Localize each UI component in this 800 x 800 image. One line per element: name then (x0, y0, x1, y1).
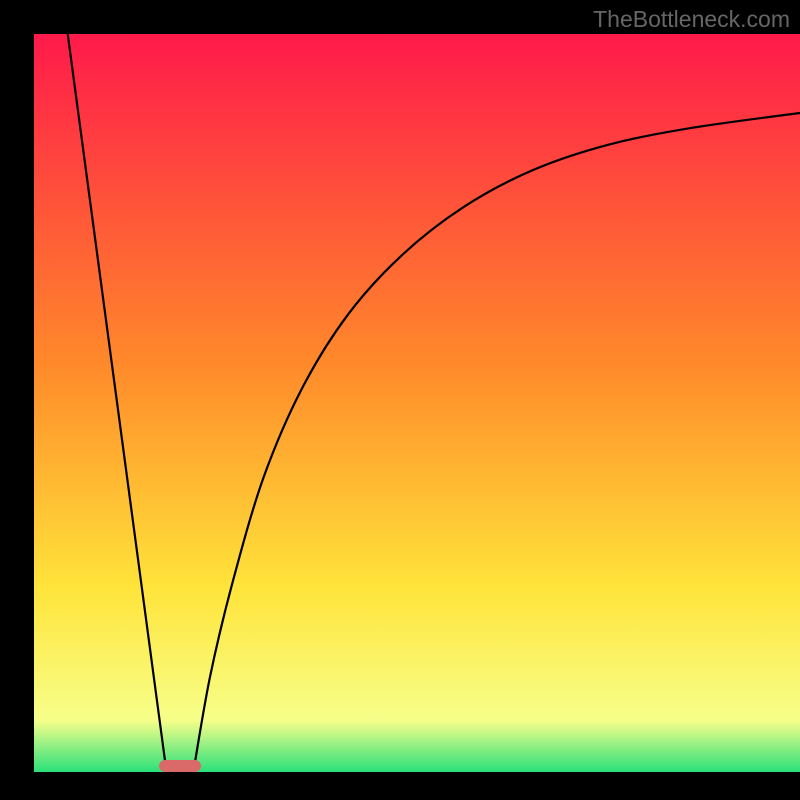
watermark-text: TheBottleneck.com (593, 6, 790, 33)
plot-area (34, 34, 800, 772)
minimum-marker (159, 760, 201, 772)
